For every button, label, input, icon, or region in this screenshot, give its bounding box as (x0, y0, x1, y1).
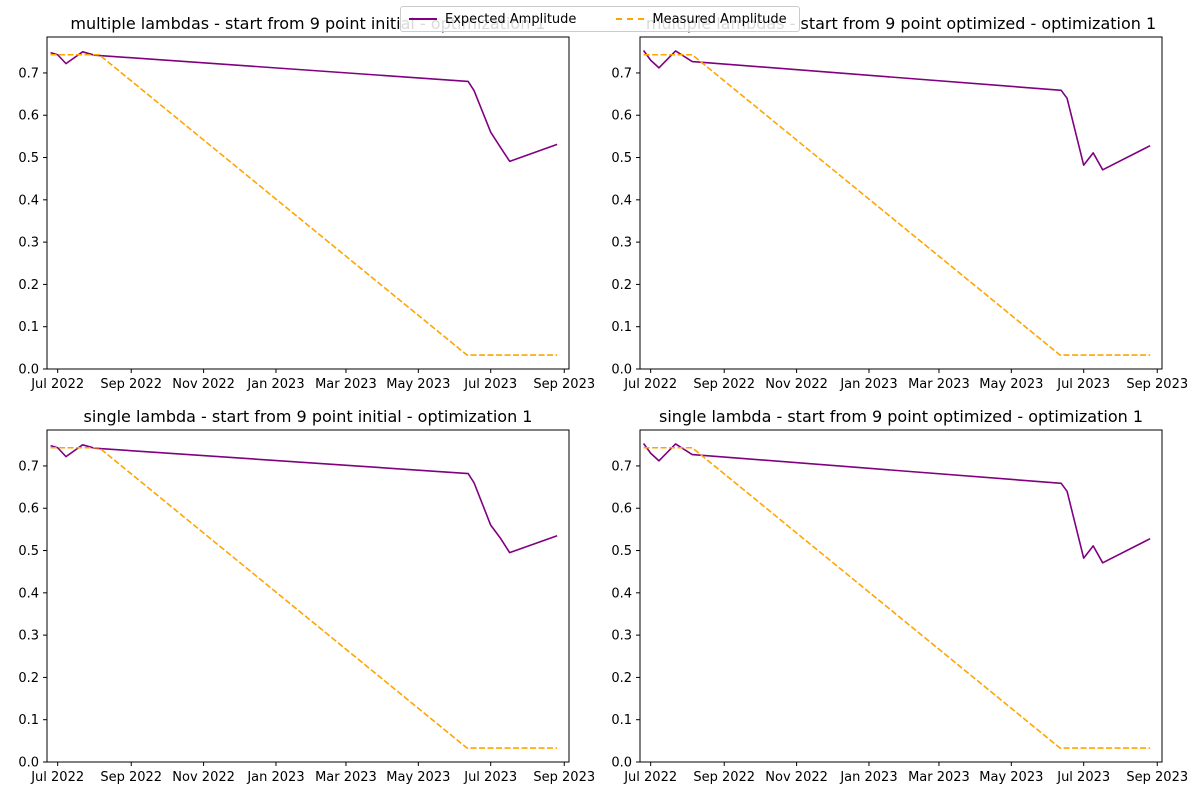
y-tick-label: 0.4 (611, 193, 632, 208)
x-tick-label: Jul 2022 (623, 770, 677, 785)
y-tick-label: 0.1 (611, 713, 632, 728)
y-tick-label: 0.4 (611, 586, 632, 601)
y-tick-label: 0.7 (18, 459, 39, 474)
legend-label-expected: Expected Amplitude (445, 11, 577, 27)
x-tick-label: Nov 2022 (172, 377, 235, 392)
subplot-2: Jul 2022 Sep 2022 Nov 2022 Jan 2023 Mar 2023… (611, 14, 1188, 392)
x-tick-label: Mar 2023 (315, 377, 377, 392)
series-line-measured (50, 53, 558, 356)
y-tick-label: 0.6 (611, 109, 632, 124)
y-tick-label: 0.2 (18, 671, 39, 686)
y-tick-label: 0.4 (18, 193, 39, 208)
x-tick-label: Sep 2023 (533, 377, 595, 392)
y-tick-label: 0.3 (611, 629, 632, 644)
x-tick-label: Nov 2022 (765, 770, 828, 785)
y-tick-label: 0.6 (611, 502, 632, 517)
y-tick-label: 0.5 (611, 151, 632, 166)
x-tick-label: Nov 2022 (172, 770, 235, 785)
y-tick-label: 0.0 (18, 363, 39, 378)
x-tick-label: Mar 2023 (908, 377, 970, 392)
x-tick-label: Jan 2023 (246, 770, 304, 785)
y-tick-label: 0.2 (611, 671, 632, 686)
x-tick-label: Jul 2023 (463, 377, 517, 392)
chart-legend: Expected Amplitude Measured Amplitude (400, 6, 800, 32)
plot-area-frame (46, 429, 570, 763)
chart-title: single lambda - start from 9 point optim… (659, 407, 1143, 426)
y-tick-label: 0.5 (18, 151, 39, 166)
y-tick-label: 0.5 (611, 544, 632, 559)
y-tick-label: 0.3 (611, 236, 632, 251)
series-line-measured (50, 446, 558, 749)
x-tick-label: Jan 2023 (839, 377, 897, 392)
x-tick-label: Jul 2022 (30, 377, 84, 392)
plot-area-frame (639, 429, 1163, 763)
chart-title: single lambda - start from 9 point initi… (84, 407, 533, 426)
x-tick-label: Nov 2022 (765, 377, 828, 392)
x-tick-label: May 2023 (386, 770, 450, 785)
x-tick-label: Sep 2022 (100, 770, 162, 785)
x-tick-label: May 2023 (979, 770, 1043, 785)
y-tick-label: 0.6 (18, 109, 39, 124)
y-tick-label: 0.3 (18, 236, 39, 251)
y-tick-label: 0.0 (18, 756, 39, 771)
y-tick-label: 0.2 (18, 278, 39, 293)
legend-item-measured: Measured Amplitude (616, 11, 787, 27)
x-tick-label: Jul 2022 (623, 377, 677, 392)
x-tick-label: Jul 2022 (30, 770, 84, 785)
y-tick-label: 0.7 (611, 459, 632, 474)
x-tick-label: Sep 2023 (1126, 377, 1188, 392)
y-tick-label: 0.2 (611, 278, 632, 293)
y-tick-label: 0.3 (18, 629, 39, 644)
series-line-expected (642, 50, 1151, 171)
plot-area-frame (46, 36, 570, 370)
x-tick-label: Jul 2023 (1056, 770, 1110, 785)
x-tick-label: Jul 2023 (1056, 377, 1110, 392)
y-tick-label: 0.0 (611, 363, 632, 378)
x-tick-label: Sep 2022 (693, 377, 755, 392)
legend-label-measured: Measured Amplitude (652, 11, 787, 27)
y-tick-label: 0.7 (18, 66, 39, 81)
series-line-expected (642, 443, 1151, 564)
series-line-expected (50, 443, 558, 554)
y-tick-label: 0.1 (18, 320, 39, 335)
x-tick-label: Sep 2022 (100, 377, 162, 392)
x-tick-label: May 2023 (386, 377, 450, 392)
x-tick-label: Mar 2023 (908, 770, 970, 785)
series-line-measured (643, 53, 1151, 356)
x-tick-label: Mar 2023 (315, 770, 377, 785)
y-tick-label: 0.7 (611, 66, 632, 81)
y-tick-label: 0.5 (18, 544, 39, 559)
legend-swatch-expected (409, 18, 437, 20)
series-line-measured (643, 446, 1151, 749)
plot-area-frame (639, 36, 1163, 370)
y-tick-label: 0.6 (18, 502, 39, 517)
x-tick-label: Sep 2023 (533, 770, 595, 785)
y-tick-label: 0.4 (18, 586, 39, 601)
x-tick-label: Sep 2022 (693, 770, 755, 785)
x-tick-label: Jul 2023 (463, 770, 517, 785)
x-tick-label: Jan 2023 (246, 377, 304, 392)
x-tick-label: Sep 2023 (1126, 770, 1188, 785)
legend-item-expected: Expected Amplitude (409, 12, 576, 27)
legend-swatch-measured (616, 18, 645, 20)
x-tick-label: Jan 2023 (839, 770, 897, 785)
x-tick-label: May 2023 (979, 377, 1043, 392)
y-tick-label: 0.1 (611, 320, 632, 335)
subplot-1: Jul 2022 Sep 2022 Nov 2022 Jan 2023 Mar 2023… (18, 14, 595, 392)
series-line-expected (50, 50, 558, 163)
y-tick-label: 0.1 (18, 713, 39, 728)
subplot-4: Jul 2022 Sep 2022 Nov 2022 Jan 2023 Mar 2023… (611, 407, 1188, 785)
y-tick-label: 0.0 (611, 756, 632, 771)
subplot-3: Jul 2022 Sep 2022 Nov 2022 Jan 2023 Mar 2023… (18, 407, 595, 785)
